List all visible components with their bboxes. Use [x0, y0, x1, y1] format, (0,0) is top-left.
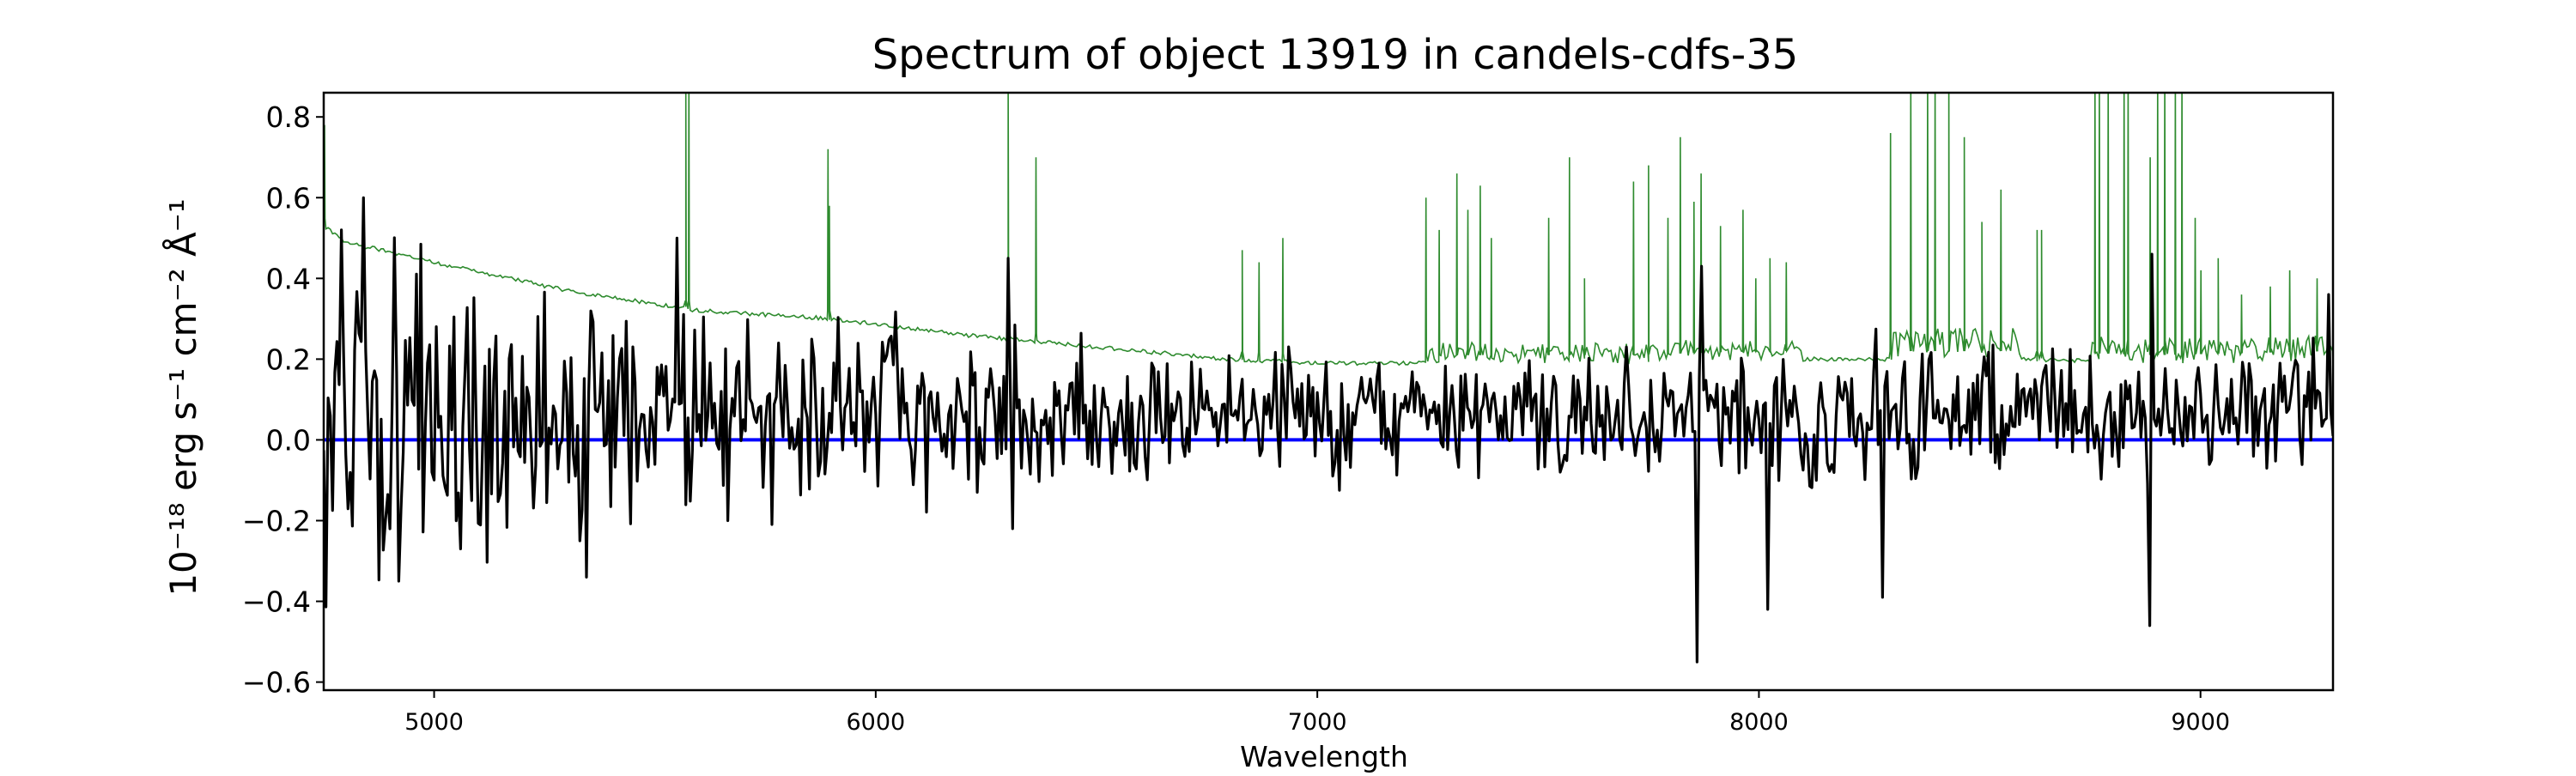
y-tick-label: −0.2 [242, 504, 311, 537]
y-tick-label: 0.8 [266, 100, 311, 134]
x-axis-label: Wavelength [1240, 740, 1408, 773]
x-tick-label: 8000 [1729, 709, 1789, 736]
y-tick-label: −0.4 [242, 585, 311, 619]
x-tick-label: 7000 [1288, 709, 1347, 736]
y-tick-label: 0.0 [266, 423, 311, 457]
y-tick-label: 0.6 [266, 181, 311, 215]
y-axis-label: 10⁻¹⁸ erg s⁻¹ cm⁻² Å⁻¹ [161, 198, 204, 596]
x-tick-label: 5000 [404, 709, 464, 736]
y-tick-label: 0.2 [266, 343, 311, 376]
plot-area: −0.6 −0.4 −0.2 0.0 0.2 0.4 0.6 0.8 5000 6000 7000 8… [242, 91, 2335, 736]
chart-title: Spectrum of object 13919 in candels-cdfs… [872, 31, 1799, 79]
y-tick-label: −0.6 [242, 666, 311, 700]
y-tick-label: 0.4 [266, 262, 311, 295]
series-group [324, 93, 2333, 664]
flux-spectrum-line [324, 196, 2333, 664]
plot-frame [322, 91, 2335, 692]
x-tick-label: 6000 [846, 709, 905, 736]
x-tick-label: 9000 [2171, 709, 2230, 736]
